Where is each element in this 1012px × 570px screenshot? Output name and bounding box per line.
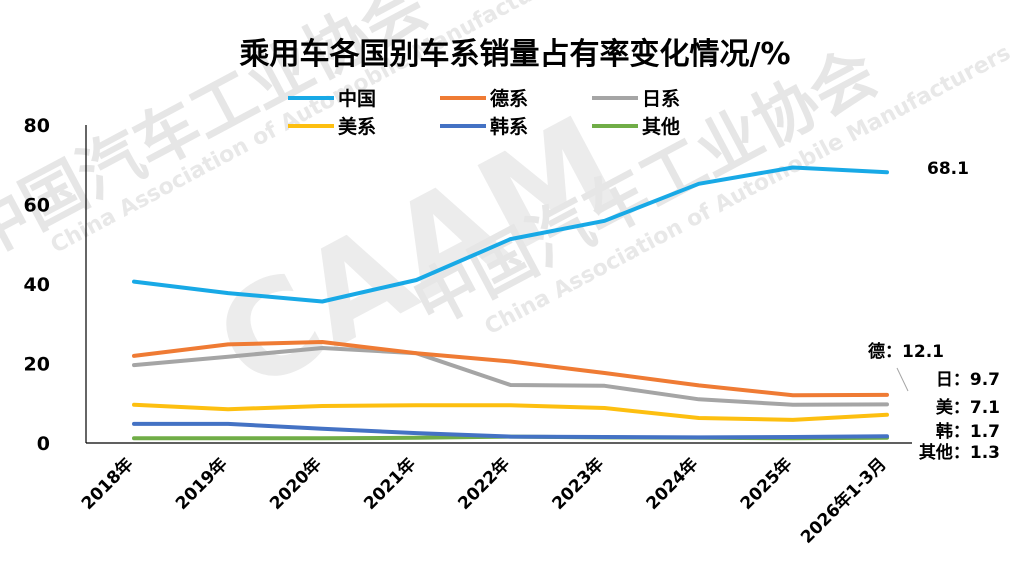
y-tick-label: 40 [24,274,50,296]
series-line [132,402,889,422]
x-tick-label: 2021年 [360,454,420,514]
chart-title: 乘用车各国别车系销量占有率变化情况/% [239,37,790,72]
series-line [132,346,889,407]
x-tick-label: 2022年 [454,454,514,514]
series-lines [132,165,889,441]
end-value-label: 日：9.7 [936,370,1000,390]
series-line [132,421,889,440]
x-tick-label: 2026年1-3月 [796,454,890,548]
legend-label: 日系 [642,88,680,110]
series-line [132,340,889,398]
y-tick-label: 20 [24,354,50,376]
series-line [132,165,889,304]
x-tick-label: 2023年 [548,454,608,514]
y-tick-label: 80 [24,115,50,137]
y-axis-ticks: 0 20 40 60 80 [24,115,50,455]
x-tick-label: 2018年 [77,454,137,514]
end-value-label: 德：12.1 [868,341,944,362]
end-value-label: 韩：1.7 [936,421,1000,442]
legend-label: 韩系 [490,115,528,138]
end-value-label: 68.1 [927,159,969,179]
x-tick-label: 2020年 [265,454,325,514]
y-tick-label: 0 [37,433,50,455]
end-value-label: 美：7.1 [936,397,1000,418]
legend-label: 中国 [338,87,376,110]
x-tick-label: 2024年 [642,454,702,514]
leader-line [896,367,909,392]
end-labels: 68.1 德：12.1 日：9.7 美：7.1 韩：1.7其他：1.3 [868,159,1000,463]
legend-label: 德系 [490,87,528,110]
legend-label: 美系 [338,115,376,138]
end-value-label: 其他：1.3 [919,442,1000,463]
axes [85,125,912,444]
legend-label: 其他 [642,115,680,138]
x-tick-label: 2019年 [171,454,231,514]
x-tick-label: 2025年 [736,454,796,514]
y-tick-label: 60 [24,195,50,217]
x-axis-ticks: 2018年 2019年 2020年 2021年 2022年 2023年 2024年 2025年… [77,454,890,548]
